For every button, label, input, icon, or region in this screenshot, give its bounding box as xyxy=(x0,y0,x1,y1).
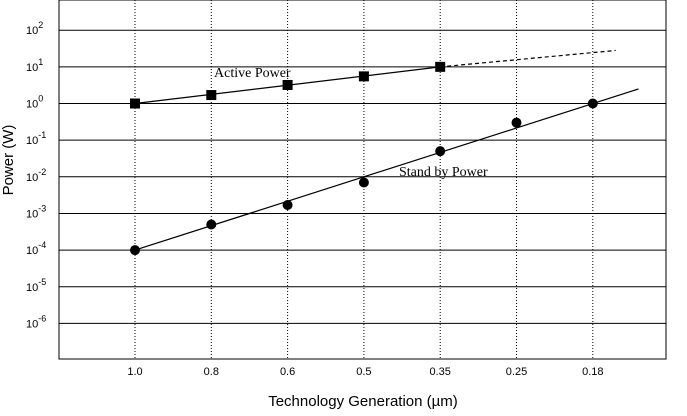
y-tick-label: 10-2 xyxy=(26,167,46,184)
x-tick-label: 0.5 xyxy=(356,366,371,378)
active-power-marker xyxy=(130,98,140,109)
standby-power-marker xyxy=(511,117,522,128)
x-tick-label: 0.6 xyxy=(280,366,295,378)
active-power-marker xyxy=(282,79,293,90)
y-tick-label: 100 xyxy=(26,94,43,111)
y-tick-label: 102 xyxy=(26,20,43,37)
series-extrapolation-line xyxy=(440,49,616,68)
y-tick-label: 10-6 xyxy=(26,313,46,330)
y-axis-title: Power (W) xyxy=(0,125,17,196)
y-tick-label: 10-1 xyxy=(26,130,46,147)
series-fit-line xyxy=(134,88,639,251)
tick-labels: 1.0 0.8 0.6 0.5 0.35 0.25 0.18 102 101 100 10-1 10-… xyxy=(26,20,604,378)
standby-power-marker xyxy=(358,177,369,188)
x-tick-label: 1.0 xyxy=(127,366,142,378)
y-tick-label: 10-4 xyxy=(26,240,46,257)
active-power-marker xyxy=(358,71,369,82)
y-tick-label: 10-5 xyxy=(26,277,46,294)
standby-power-marker xyxy=(206,219,217,230)
standby-power-marker xyxy=(587,98,598,109)
data-markers xyxy=(130,61,598,256)
x-tick-label: 0.35 xyxy=(429,366,450,378)
standby-power-marker xyxy=(130,245,140,256)
x-tick-label: 0.25 xyxy=(506,366,527,378)
standby-power-marker xyxy=(435,146,446,157)
x-tick-label: 0.18 xyxy=(582,366,603,378)
standby-power-marker xyxy=(282,200,293,211)
active-power-marker xyxy=(435,61,446,72)
plot-area-frame xyxy=(58,0,667,360)
active-power-annotation: Active Power xyxy=(214,66,291,81)
y-tick-label: 101 xyxy=(26,57,43,74)
active-power-marker xyxy=(206,90,217,101)
standby-power-annotation: Stand by Power xyxy=(399,165,488,180)
y-tick-label: 10-3 xyxy=(26,203,46,220)
x-tick-label: 0.8 xyxy=(204,366,219,378)
x-axis-title: Technology Generation (µm) xyxy=(268,393,458,410)
